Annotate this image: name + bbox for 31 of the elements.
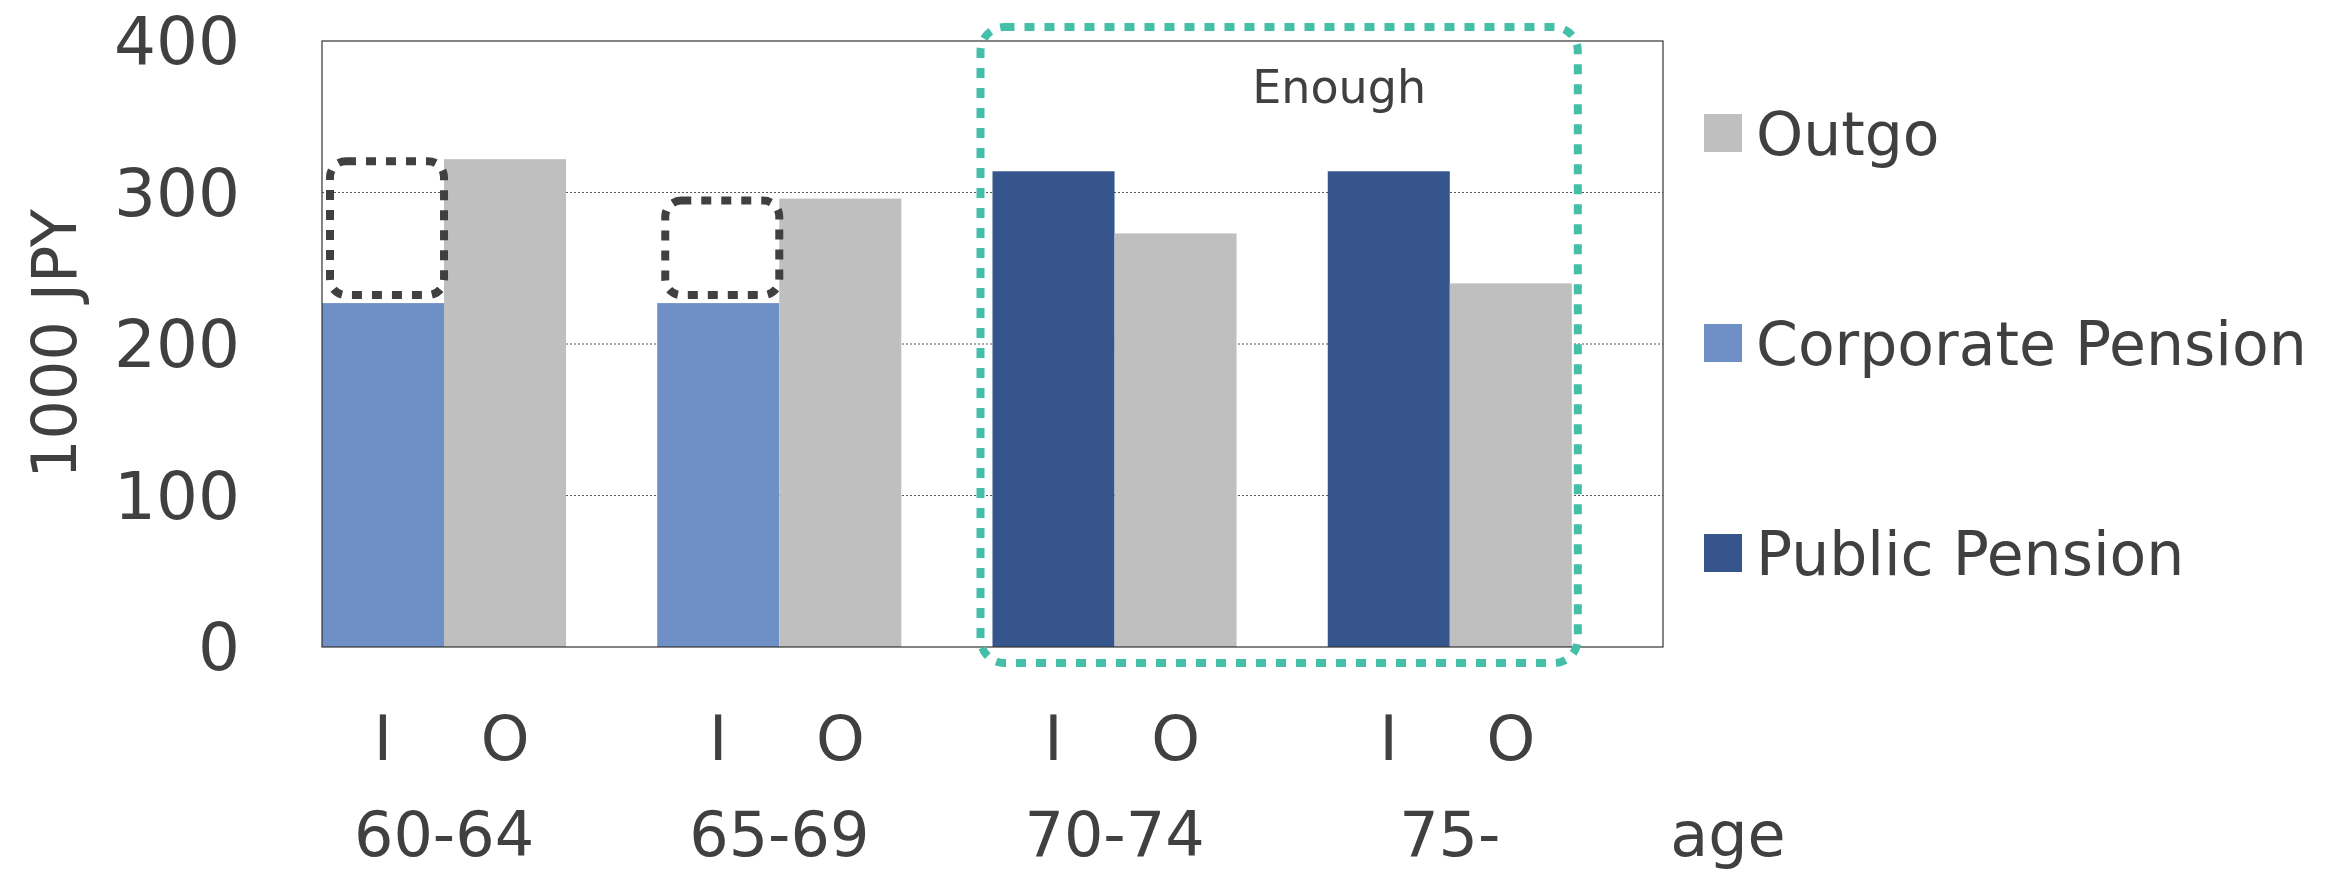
legend-label: Corporate Pension	[1756, 309, 2307, 379]
bar	[992, 171, 1115, 647]
legend-label: Outgo	[1756, 99, 1940, 169]
x-tick-label: O	[815, 702, 865, 775]
bar	[1327, 171, 1450, 647]
x-tick-label: O	[1486, 702, 1536, 775]
bar	[779, 198, 902, 647]
x-axis-title: age	[1670, 798, 1786, 871]
legend-label: Public Pension	[1756, 519, 2185, 589]
y-tick-label: 100	[114, 457, 240, 535]
y-tick-label: 400	[114, 3, 240, 81]
bar	[444, 159, 567, 647]
bar	[1114, 233, 1237, 647]
text: 75-	[1399, 798, 1501, 871]
x-tick-label: I	[373, 702, 393, 775]
y-tick-label: 300	[114, 154, 240, 232]
text: 70-74	[1024, 798, 1205, 871]
x-tick-label: I	[1379, 702, 1398, 775]
bar	[322, 303, 445, 647]
text: 65-69	[689, 798, 870, 871]
x-tick-label: O	[1151, 702, 1200, 775]
x-tick-label: O	[480, 702, 530, 775]
bar	[657, 303, 780, 647]
y-tick-label: 0	[198, 609, 240, 687]
text: 60-64	[353, 798, 535, 871]
y-axis-title: 1000 JPY	[18, 209, 91, 479]
bar	[1449, 283, 1572, 647]
x-tick-label: I	[709, 702, 728, 775]
y-tick-label: 200	[114, 306, 240, 384]
x-tick-label: I	[1044, 702, 1063, 775]
annotation: Enough	[1252, 60, 1427, 114]
